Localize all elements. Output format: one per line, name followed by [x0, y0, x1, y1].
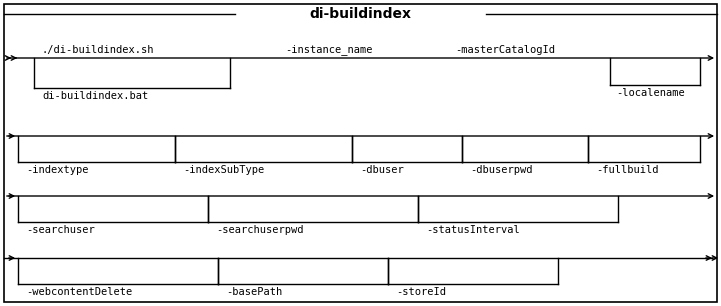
Text: di-buildindex.bat: di-buildindex.bat: [42, 91, 149, 101]
Text: -indexSubType: -indexSubType: [183, 165, 265, 175]
Text: -webcontentDelete: -webcontentDelete: [26, 287, 132, 297]
Text: -searchuserpwd: -searchuserpwd: [216, 225, 304, 235]
Text: -fullbuild: -fullbuild: [596, 165, 658, 175]
Text: -searchuser: -searchuser: [26, 225, 94, 235]
Text: -storeId: -storeId: [396, 287, 446, 297]
Text: ./di-buildindex.sh: ./di-buildindex.sh: [42, 45, 154, 55]
Text: -dbuser: -dbuser: [360, 165, 404, 175]
Text: -indextype: -indextype: [26, 165, 89, 175]
Text: -statusInterval: -statusInterval: [426, 225, 520, 235]
Text: -instance_name: -instance_name: [285, 44, 373, 55]
Text: -masterCatalogId: -masterCatalogId: [455, 45, 555, 55]
Text: di-buildindex: di-buildindex: [309, 7, 412, 21]
Text: -localename: -localename: [616, 88, 685, 98]
Text: -dbuserpwd: -dbuserpwd: [470, 165, 533, 175]
Text: -basePath: -basePath: [226, 287, 282, 297]
